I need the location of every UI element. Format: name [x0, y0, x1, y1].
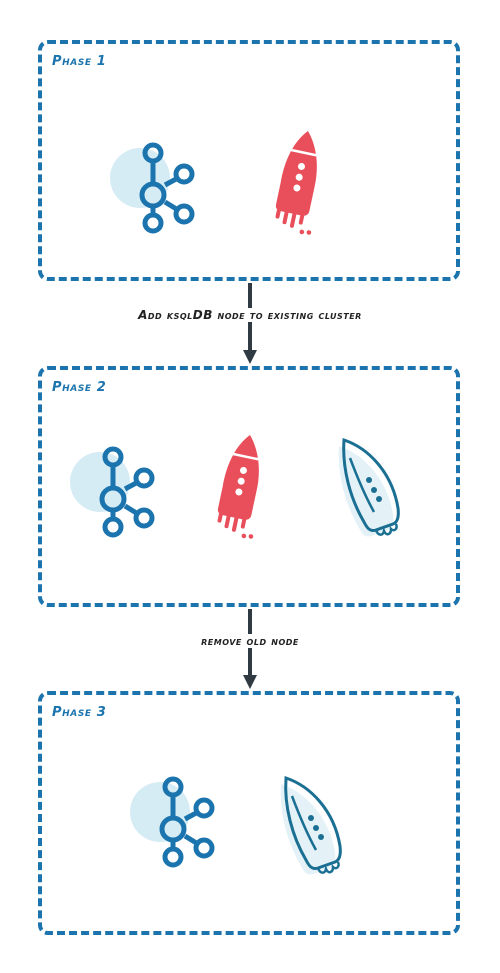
phase-1-panel: Phase 1 [38, 40, 460, 281]
phase-3-panel: Phase 3 [38, 691, 460, 935]
step-1-label: Add ksqlDB node to existing cluster [132, 308, 368, 322]
red-rocket-icon [268, 125, 334, 239]
kafka-cluster-icon [138, 772, 228, 872]
kafka-cluster-icon [78, 442, 168, 542]
kafka-cluster-icon [118, 138, 208, 238]
phase-2-panel: Phase 2 [38, 366, 460, 607]
step-1-arrow [243, 283, 257, 364]
red-rocket-icon [210, 429, 276, 543]
phase-2-label: Phase 2 [52, 380, 107, 395]
outline-rocket-icon [337, 438, 400, 539]
phase-3-label: Phase 3 [52, 705, 107, 720]
outline-rocket-icon [279, 776, 342, 877]
phase-1-label: Phase 1 [52, 54, 107, 69]
step-2-arrow [243, 609, 257, 689]
step-2-label: remove old node [195, 634, 305, 648]
